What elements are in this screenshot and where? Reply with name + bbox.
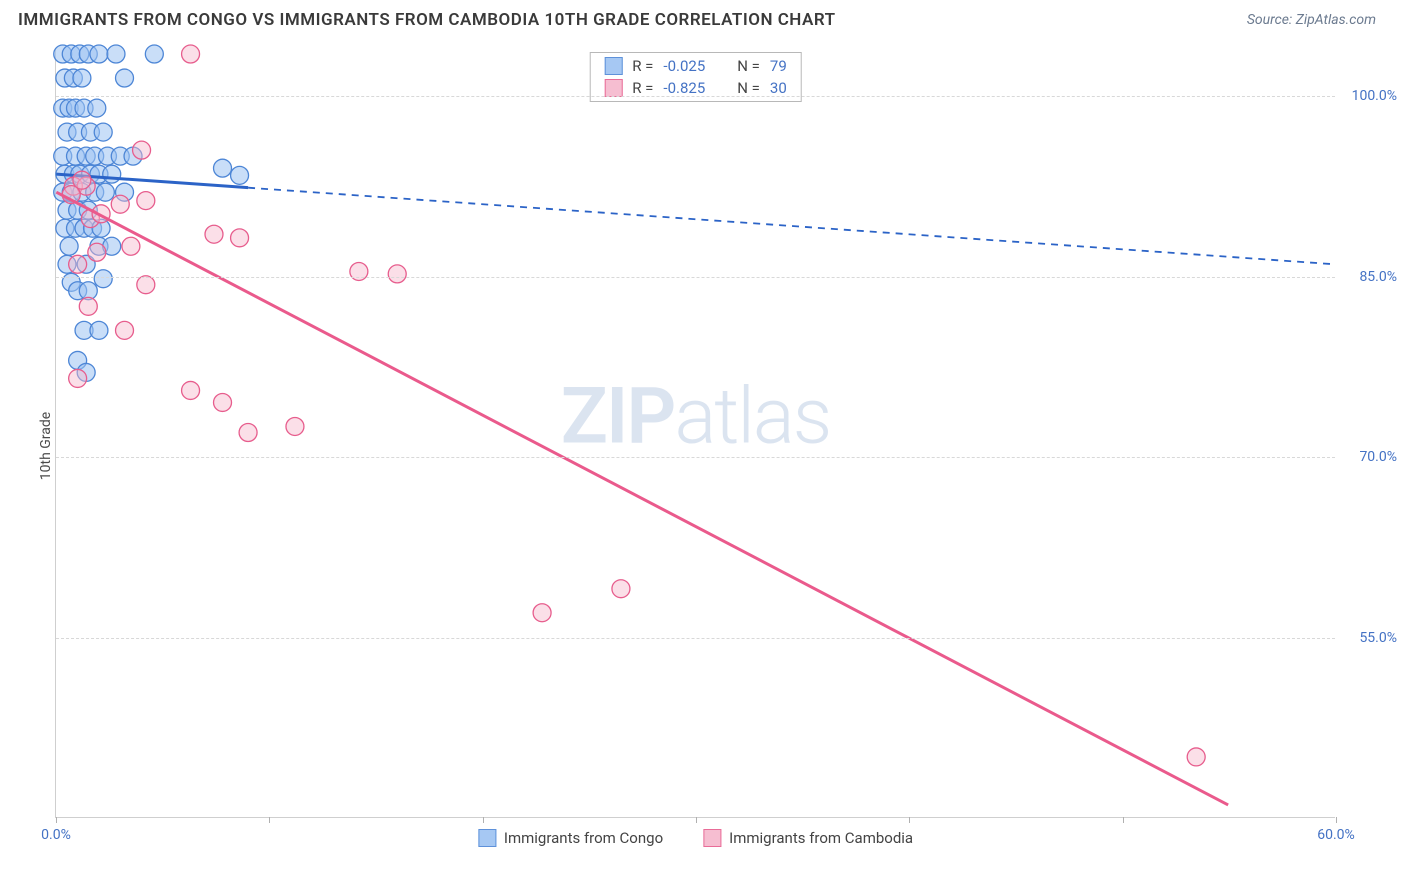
data-point-cambodia xyxy=(231,229,249,247)
legend-swatch-congo xyxy=(478,829,496,847)
legend-r-value-congo: -0.025 xyxy=(663,57,705,75)
legend-label-cambodia: Immigrants from Cambodia xyxy=(729,829,913,847)
data-point-congo xyxy=(94,270,112,288)
data-point-congo xyxy=(88,99,106,117)
data-point-congo xyxy=(145,45,163,63)
grid-line-h xyxy=(56,96,1335,97)
x-tick xyxy=(909,817,910,823)
data-point-cambodia xyxy=(79,297,97,315)
x-tick xyxy=(483,817,484,823)
legend-swatch-cambodia xyxy=(703,829,721,847)
y-tick-label: 70.0% xyxy=(1359,449,1397,465)
legend-r-label: R = xyxy=(632,79,653,97)
legend-n-label: N = xyxy=(737,57,760,75)
grid-line-h xyxy=(56,277,1335,278)
legend-stats: R = -0.025 N = 79 R = -0.825 N = 30 xyxy=(589,52,802,102)
legend-series: Immigrants from Congo Immigrants from Ca… xyxy=(478,829,913,847)
data-point-cambodia xyxy=(286,418,304,436)
y-tick-label: 85.0% xyxy=(1359,269,1397,285)
chart-svg xyxy=(56,48,1335,817)
chart-header: IMMIGRANTS FROM CONGO VS IMMIGRANTS FROM… xyxy=(0,0,1406,38)
data-point-congo xyxy=(103,165,121,183)
y-tick-label: 55.0% xyxy=(1359,630,1397,646)
legend-item-congo: Immigrants from Congo xyxy=(478,829,663,847)
data-point-cambodia xyxy=(182,381,200,399)
data-point-cambodia xyxy=(116,321,134,339)
data-point-congo xyxy=(96,183,114,201)
legend-r-label: R = xyxy=(632,57,653,75)
x-tick-label: 60.0% xyxy=(1317,827,1355,843)
legend-swatch-congo xyxy=(604,57,622,75)
data-point-cambodia xyxy=(182,45,200,63)
data-point-cambodia xyxy=(133,141,151,159)
data-point-congo xyxy=(90,321,108,339)
x-tick xyxy=(269,817,270,823)
data-point-cambodia xyxy=(350,263,368,281)
data-point-cambodia xyxy=(69,255,87,273)
data-point-cambodia xyxy=(1187,748,1205,766)
data-point-cambodia xyxy=(388,265,406,283)
chart-plot-area: ZIPatlas R = -0.025 N = 79 R = -0.825 N … xyxy=(55,48,1335,818)
y-axis-label: 10th Grade xyxy=(38,412,54,480)
data-point-cambodia xyxy=(111,195,129,213)
legend-item-cambodia: Immigrants from Cambodia xyxy=(703,829,913,847)
x-tick xyxy=(1336,817,1337,823)
grid-line-h xyxy=(56,638,1335,639)
legend-swatch-cambodia xyxy=(604,79,622,97)
x-tick xyxy=(1123,817,1124,823)
legend-n-value-cambodia: 30 xyxy=(770,79,787,97)
legend-n-value-congo: 79 xyxy=(770,57,787,75)
data-point-congo xyxy=(107,45,125,63)
data-point-congo xyxy=(73,69,91,87)
x-tick xyxy=(696,817,697,823)
data-point-cambodia xyxy=(214,393,232,411)
chart-title: IMMIGRANTS FROM CONGO VS IMMIGRANTS FROM… xyxy=(18,10,836,30)
data-point-congo xyxy=(90,45,108,63)
x-tick xyxy=(56,817,57,823)
data-point-cambodia xyxy=(137,276,155,294)
data-point-cambodia xyxy=(533,604,551,622)
legend-r-value-cambodia: -0.825 xyxy=(663,79,705,97)
data-point-cambodia xyxy=(612,580,630,598)
data-point-congo xyxy=(116,69,134,87)
data-point-cambodia xyxy=(239,424,257,442)
x-tick-label: 0.0% xyxy=(41,827,71,843)
data-point-cambodia xyxy=(69,369,87,387)
data-point-cambodia xyxy=(205,225,223,243)
data-point-congo xyxy=(60,237,78,255)
data-point-cambodia xyxy=(88,243,106,261)
data-point-congo xyxy=(231,166,249,184)
legend-n-label: N = xyxy=(737,79,760,97)
data-point-congo xyxy=(94,123,112,141)
data-point-cambodia xyxy=(122,237,140,255)
trend-line-cambodia xyxy=(56,192,1228,805)
y-tick-label: 100.0% xyxy=(1352,88,1397,104)
legend-stats-row-congo: R = -0.025 N = 79 xyxy=(590,55,801,77)
data-point-cambodia xyxy=(137,192,155,210)
data-point-congo xyxy=(214,159,232,177)
grid-line-h xyxy=(56,457,1335,458)
trend-line-extrapolate-congo xyxy=(248,188,1335,265)
legend-label-congo: Immigrants from Congo xyxy=(504,829,663,847)
chart-source: Source: ZipAtlas.com xyxy=(1247,12,1376,28)
